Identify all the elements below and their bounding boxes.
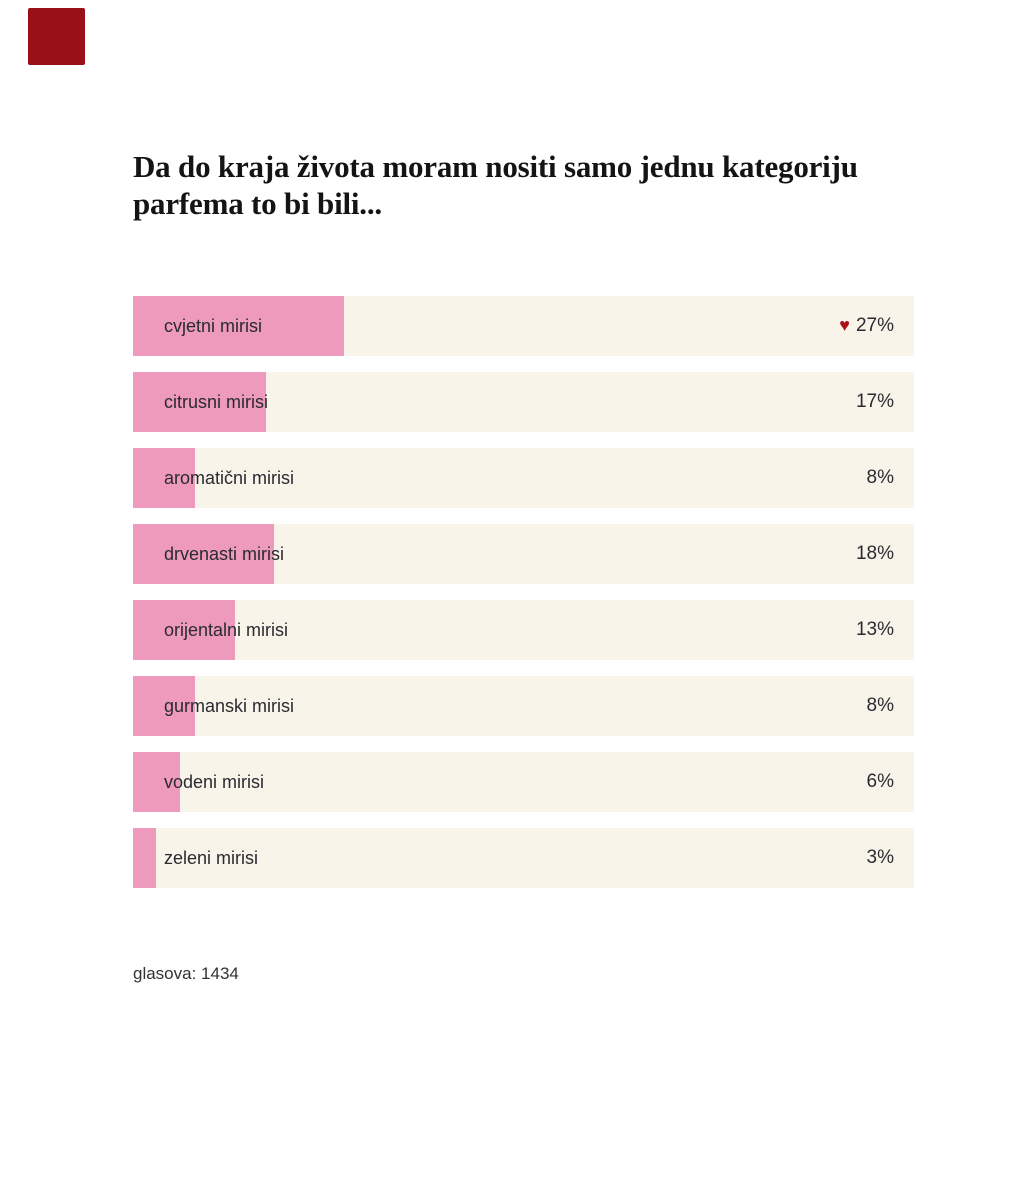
poll-bar-fill <box>133 828 157 888</box>
poll-option-row: zeleni mirisi 3% <box>133 828 914 888</box>
poll-option-value: 17% <box>856 372 894 432</box>
votes-count: glasova: 1434 <box>133 964 239 983</box>
poll-option-label: gurmanski mirisi <box>164 695 295 716</box>
poll-option-percent: 3% <box>866 847 894 868</box>
poll-option-row: citrusni mirisi 17% <box>133 372 914 432</box>
poll-option-label: aromatični mirisi <box>164 467 295 488</box>
poll-option-row: orijentalni mirisi 13% <box>133 600 914 660</box>
poll-option-percent: 8% <box>866 695 894 716</box>
poll-option-label: vodeni mirisi <box>164 771 265 792</box>
poll-bar-track <box>133 828 914 888</box>
poll-option-value: 3% <box>867 828 894 888</box>
poll-bar-fill <box>133 676 196 736</box>
poll-option-value: 13% <box>856 600 894 660</box>
poll-option-value: ♥ 27% <box>839 296 894 356</box>
poll-option-percent: 27% <box>855 315 894 336</box>
poll-option-percent: 13% <box>855 619 894 640</box>
heart-icon: ♥ <box>839 315 850 335</box>
poll-option-value: 8% <box>867 676 894 736</box>
poll-option-row: vodeni mirisi 6% <box>133 752 914 812</box>
poll-bar-track <box>133 448 914 508</box>
poll-option-label: drvenasti mirisi <box>164 543 285 564</box>
poll-option-label: zeleni mirisi <box>164 847 259 868</box>
poll-option-row: gurmanski mirisi 8% <box>133 676 914 736</box>
poll-option-percent: 6% <box>866 771 894 792</box>
poll-option-row: cvjetni mirisi ♥ 27% <box>133 296 914 356</box>
poll-bar-fill <box>133 448 196 508</box>
poll-option-label: citrusni mirisi <box>164 391 269 412</box>
poll-option-value: 6% <box>867 752 894 812</box>
poll-option-value: 8% <box>867 448 894 508</box>
site-logo[interactable] <box>28 8 85 65</box>
poll-option-percent: 18% <box>855 543 894 564</box>
poll-option-label: orijentalni mirisi <box>164 619 289 640</box>
poll-option-row: aromatični mirisi 8% <box>133 448 914 508</box>
poll-option-percent: 8% <box>866 467 894 488</box>
poll-option-percent: 17% <box>855 391 894 412</box>
poll-option-row: drvenasti mirisi 18% <box>133 524 914 584</box>
poll-results-list: cvjetni mirisi ♥ 27% citrusni mirisi 17%… <box>133 296 914 888</box>
poll-option-label: cvjetni mirisi <box>164 315 263 336</box>
poll-bar-track <box>133 676 914 736</box>
poll-bar-fill <box>133 524 274 584</box>
poll-bar-fill <box>133 296 344 356</box>
poll-bar-fill <box>133 752 180 812</box>
poll-option-value: 18% <box>856 524 894 584</box>
poll-bar-fill <box>133 600 235 660</box>
poll-title: Da do kraja života moram nositi samo jed… <box>133 149 858 221</box>
poll-bar-track <box>133 752 914 812</box>
poll-bar-track <box>133 600 914 660</box>
poll-bar-fill <box>133 372 266 432</box>
